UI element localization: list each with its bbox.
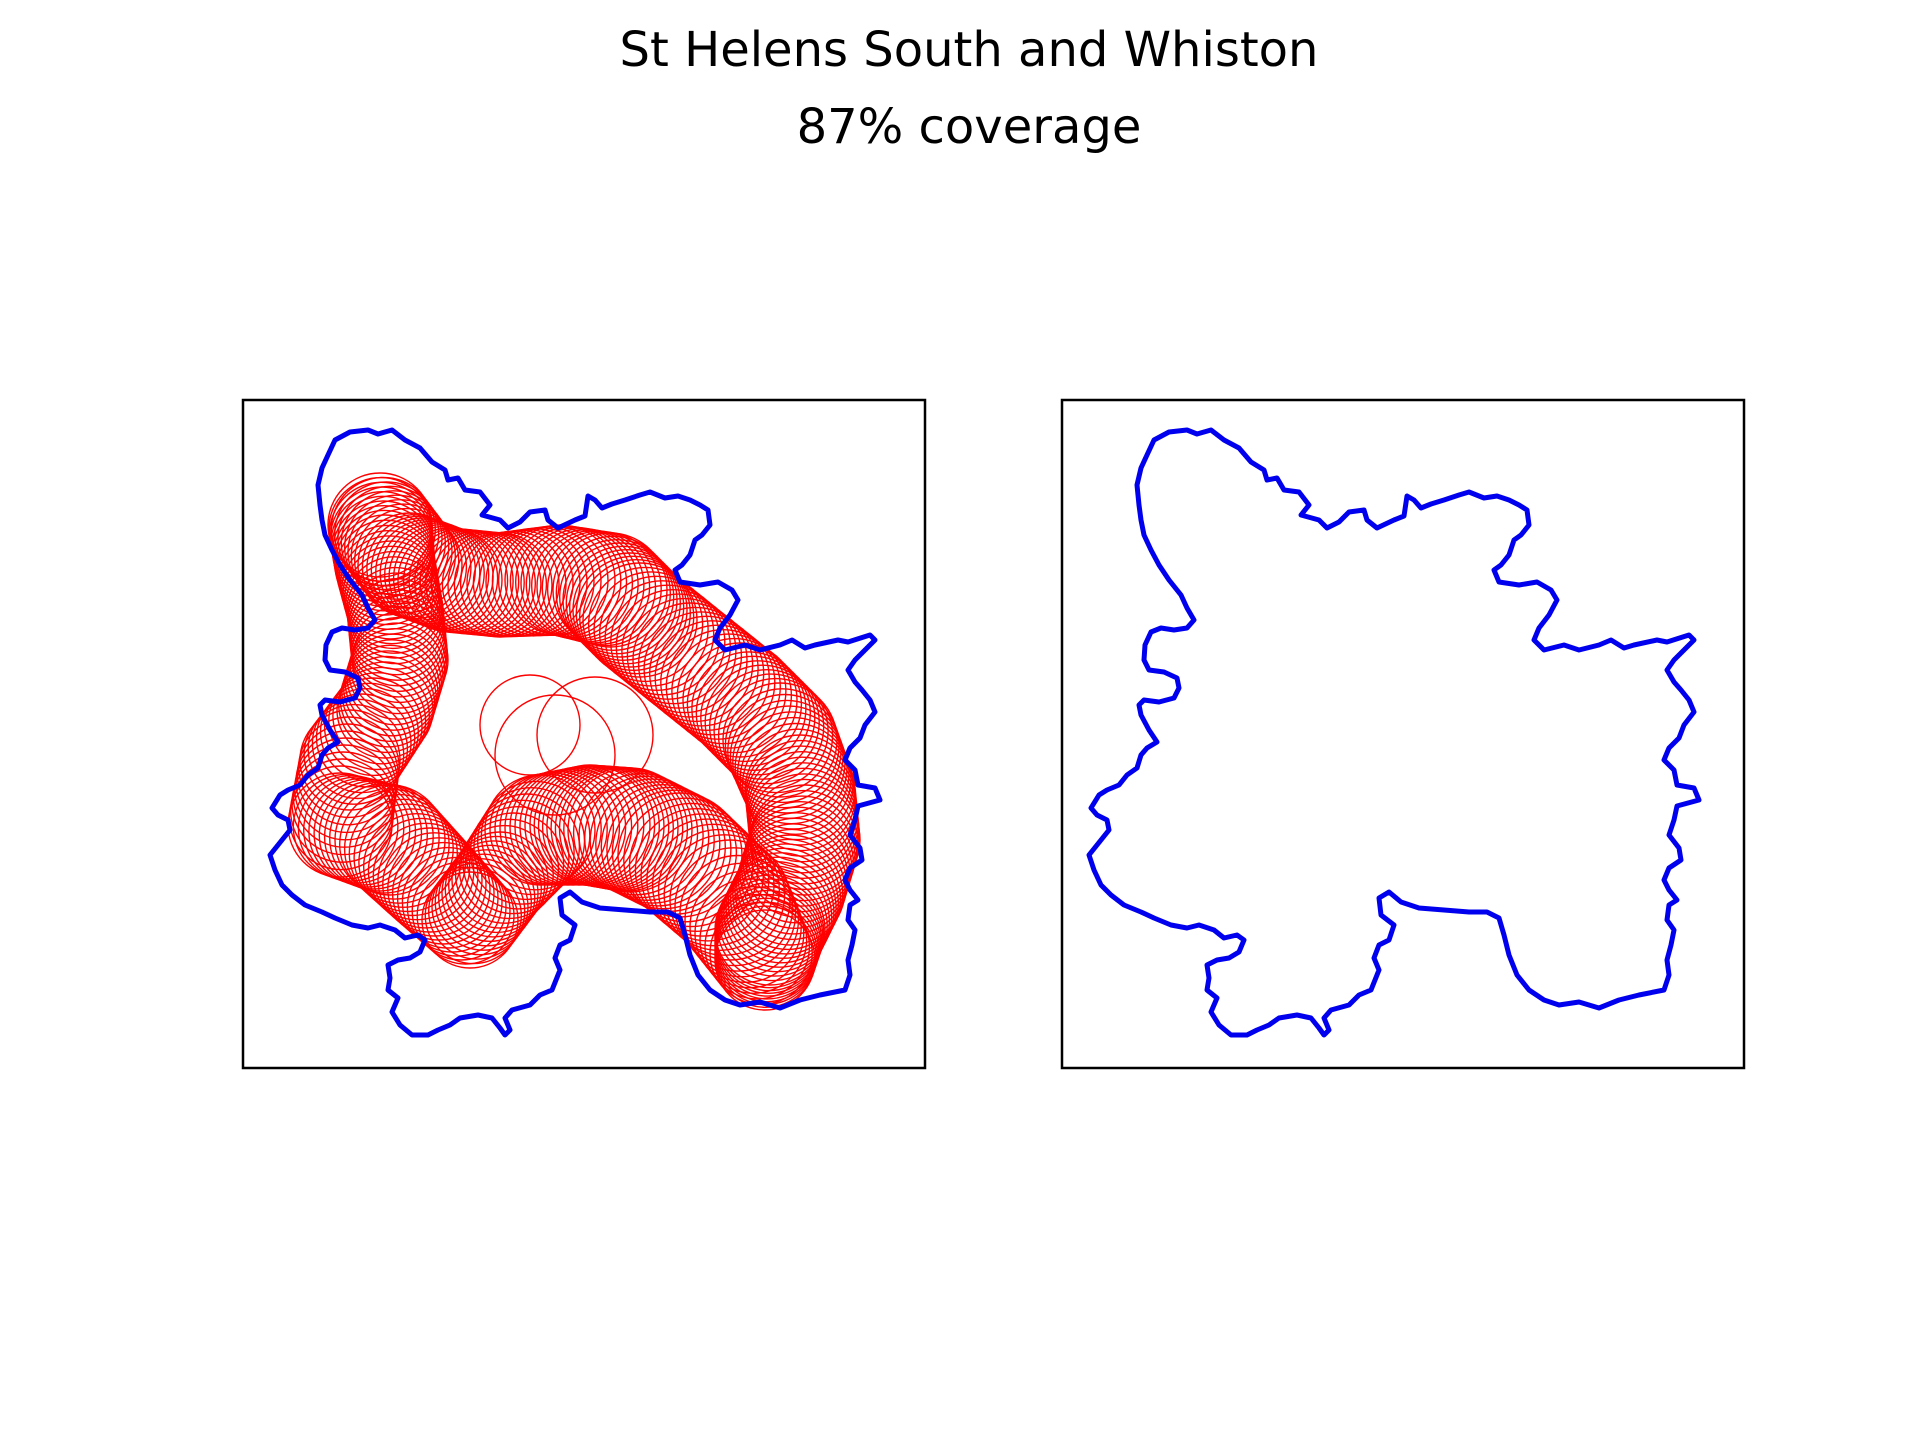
coverage-circle bbox=[494, 694, 616, 816]
map-panel-circles bbox=[241, 398, 927, 1070]
coverage-circle bbox=[714, 909, 816, 1011]
coverage-circle bbox=[732, 838, 844, 951]
coverage-circle bbox=[401, 851, 503, 953]
coverage-circle bbox=[536, 676, 654, 794]
coverage-circle bbox=[303, 776, 411, 884]
coverage-circle bbox=[363, 813, 471, 921]
coverage-circle bbox=[473, 793, 581, 901]
coverage-circle bbox=[646, 818, 770, 942]
coverage-circle bbox=[377, 827, 483, 933]
coverage-circle bbox=[700, 660, 816, 776]
coverage-circle bbox=[649, 615, 765, 731]
coverage-circle bbox=[654, 620, 770, 736]
coverage-circle bbox=[694, 878, 805, 989]
coverage-circle bbox=[671, 633, 787, 749]
coverage-circle bbox=[569, 549, 685, 665]
coverage-circle bbox=[348, 798, 458, 908]
coverage-circle bbox=[704, 664, 820, 780]
coverage-circle bbox=[441, 844, 539, 942]
coverage-circle bbox=[579, 559, 695, 675]
coverage-circle bbox=[572, 552, 688, 668]
figure-subtitle: 87% coverage bbox=[797, 99, 1142, 155]
coverage-circle bbox=[713, 673, 829, 789]
coverage-circle bbox=[358, 808, 467, 917]
coverage-circle bbox=[555, 535, 671, 651]
coverage-circle bbox=[328, 476, 434, 582]
coverage-circle bbox=[541, 530, 657, 646]
coverage-circle bbox=[536, 529, 651, 644]
coverage-circle bbox=[311, 693, 412, 794]
coverage-circle bbox=[676, 637, 793, 754]
constituency-boundary bbox=[267, 427, 883, 1038]
coverage-circle bbox=[396, 846, 499, 949]
coverage-circle bbox=[391, 841, 495, 945]
coverage-circle bbox=[546, 531, 662, 647]
coverage-circle bbox=[674, 847, 794, 967]
coverage-circle bbox=[660, 624, 776, 740]
panel-frame bbox=[1060, 398, 1746, 1070]
coverage-circle bbox=[367, 817, 475, 925]
map-panel-filled bbox=[1060, 398, 1746, 1070]
coverage-circle bbox=[704, 893, 811, 1000]
coverage-circle bbox=[695, 655, 811, 771]
coverage-circle bbox=[434, 853, 532, 951]
coverage-circle bbox=[448, 835, 546, 934]
coverage-circle bbox=[724, 688, 840, 804]
coverage-circle bbox=[444, 840, 542, 938]
constituency-boundary bbox=[1086, 427, 1702, 1038]
coverage-circle bbox=[323, 677, 423, 777]
coverage-circle bbox=[727, 693, 842, 809]
coverage-circle bbox=[334, 784, 446, 896]
coverage-circle bbox=[632, 602, 748, 718]
coverage-circle bbox=[562, 542, 678, 658]
coverage-circle bbox=[479, 674, 581, 776]
coverage-circle bbox=[344, 494, 450, 600]
coverage-circle bbox=[637, 606, 754, 723]
coverage-circle bbox=[722, 682, 838, 798]
figure-title: St Helens South and Whiston bbox=[620, 22, 1319, 78]
coverage-circle bbox=[717, 677, 834, 794]
coverage-circle bbox=[623, 797, 749, 923]
coverage-circle bbox=[343, 793, 454, 904]
coverage-circle bbox=[451, 831, 549, 929]
coverage-circle bbox=[723, 856, 835, 968]
